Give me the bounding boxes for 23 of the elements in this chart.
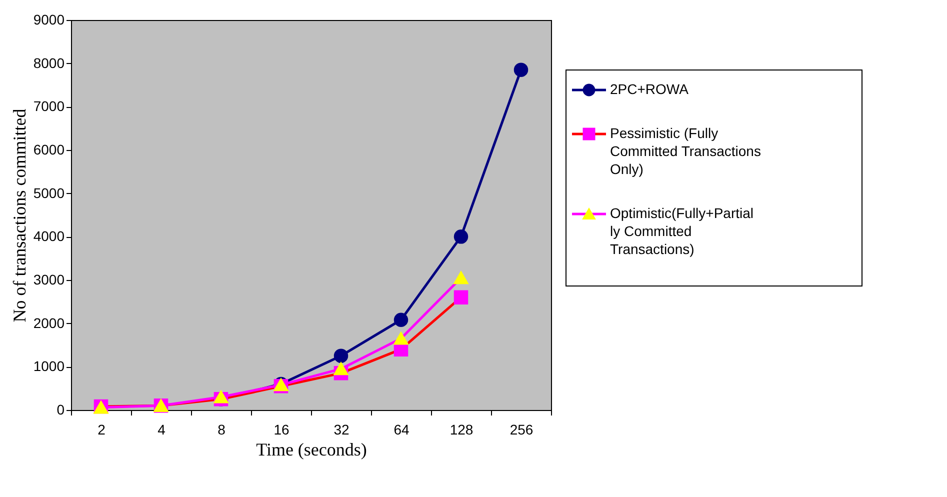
y-tick-label: 1000: [33, 358, 65, 374]
y-axis-title: No of transactions committed: [9, 108, 30, 322]
y-tick-label: 2000: [33, 314, 65, 331]
x-tick-label: 8: [218, 422, 226, 438]
legend-label: Pessimistic (Fully Committed Transactions Only): [610, 125, 761, 177]
y-tick-label: 9000: [33, 12, 65, 28]
y-tick-label: 5000: [33, 184, 65, 201]
y-tick-label: 6000: [33, 142, 65, 158]
y-tick-label: 0: [56, 402, 65, 418]
legend-label: Optimistic(Fully+Partially Committed Transactions): [610, 205, 754, 257]
y-tick-label: 8000: [33, 54, 65, 71]
x-tick-label: 4: [158, 422, 166, 438]
x-tick-label: 256: [510, 422, 534, 438]
y-tick-label: 4000: [33, 228, 65, 244]
x-tick-label: 64: [394, 422, 410, 438]
legend-label: 2PC+ROWA: [610, 81, 690, 97]
x-tick-label: 2: [98, 422, 106, 438]
x-axis-title: Time (seconds): [256, 440, 367, 460]
y-tick-label: 7000: [33, 98, 65, 114]
x-tick-label: 128: [450, 422, 474, 438]
y-tick-label: 3000: [33, 272, 65, 288]
x-tick-label: 16: [274, 422, 290, 438]
x-tick-label: 32: [334, 422, 350, 438]
